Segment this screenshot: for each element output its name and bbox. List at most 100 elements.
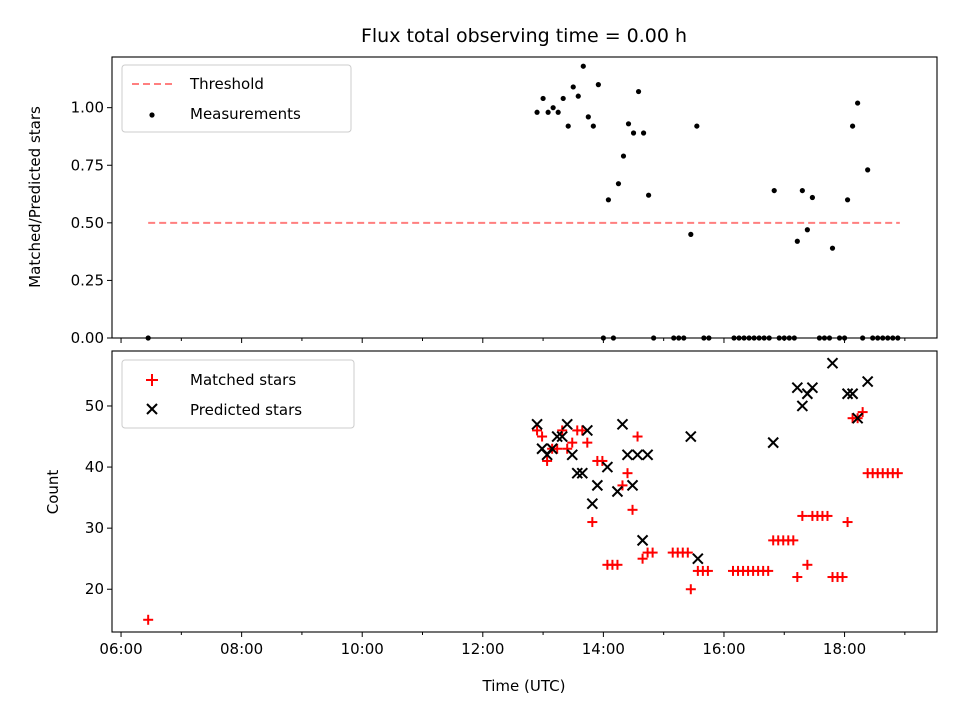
- matched-star-point: [617, 480, 628, 491]
- measurement-point: [620, 153, 627, 159]
- matched-star-point: [537, 431, 548, 442]
- measurement-point: [635, 88, 642, 95]
- bottom-y-tick-label: 30: [85, 519, 104, 537]
- legend-threshold-label: Threshold: [189, 75, 264, 93]
- matched-star-point: [702, 565, 713, 576]
- matched-star-point: [682, 547, 693, 558]
- bottom-legend: Matched stars Predicted stars: [121, 359, 355, 429]
- matched-star-point: [892, 468, 903, 479]
- measurement-point: [844, 197, 851, 203]
- predicted-star-point: [591, 479, 604, 492]
- measurement-point: [799, 187, 805, 194]
- measurement-point: [560, 95, 566, 102]
- top-y-tick-label: 1.00: [71, 99, 104, 117]
- bottom-x-tick-label: 10:00: [341, 640, 384, 658]
- predicted-star-point: [685, 430, 697, 443]
- matched-star-point: [542, 455, 553, 466]
- measurement-point: [694, 123, 700, 129]
- bottom-x-tick-label: 18:00: [823, 640, 866, 658]
- matched-star-point: [567, 437, 578, 448]
- predicted-star-point: [556, 430, 568, 443]
- matched-star-point: [587, 517, 598, 528]
- predicted-star-point: [531, 418, 543, 431]
- bottom-x-axis-label: Time (UTC): [482, 677, 566, 695]
- measurement-point: [534, 109, 540, 115]
- matched-star-point: [597, 455, 608, 466]
- measurement-point: [809, 194, 815, 201]
- matched-star-point: [582, 437, 593, 448]
- matched-star-point: [637, 553, 648, 564]
- matched-star-point: [802, 559, 813, 570]
- legend-predicted-swatch: [146, 403, 158, 415]
- matched-star-point: [792, 572, 803, 583]
- matched-star-point: [822, 510, 833, 521]
- predicted-star-point: [791, 381, 804, 394]
- top-chart-title: Flux total observing time = 0.00 h: [361, 25, 687, 47]
- matched-star-point: [788, 535, 799, 546]
- measurement-point: [804, 227, 810, 233]
- predicted-star-point: [571, 467, 583, 479]
- measurement-point: [771, 187, 777, 194]
- bottom-legend-box: [121, 359, 355, 429]
- predicted-star-point: [636, 534, 649, 547]
- measurement-point: [625, 121, 632, 127]
- measurement-point: [646, 192, 652, 198]
- measurement-point: [540, 95, 546, 102]
- bottom-plot-area: 20 30 40 50 06:00 08:00 10:00 12:00 14:00 16:00 18…: [85, 357, 906, 658]
- bottom-axes-frame: [111, 350, 938, 633]
- predicted-star-point: [641, 449, 654, 461]
- measurement-point: [555, 109, 561, 115]
- legend-measurements-swatch: [149, 112, 155, 118]
- top-axes-frame: [111, 56, 938, 339]
- matched-star-point: [647, 547, 658, 558]
- top-y-axis-label: Matched/Predicted stars: [26, 106, 44, 288]
- legend-predicted-label: Predicted stars: [190, 401, 302, 419]
- predicted-star-point: [851, 412, 864, 424]
- matched-star-point: [763, 565, 774, 576]
- predicted-star-point: [566, 449, 578, 461]
- measurement-point: [688, 231, 694, 237]
- matched-star-point: [797, 510, 808, 521]
- predicted-star-point: [796, 400, 809, 412]
- matched-star-point: [552, 443, 563, 454]
- bottom-x-tick-label: 08:00: [220, 640, 263, 658]
- measurement-point: [575, 93, 581, 99]
- matched-star-point: [612, 559, 623, 570]
- predicted-star-point: [846, 388, 859, 400]
- measurement-point: [565, 123, 571, 129]
- measurement-point: [605, 197, 612, 203]
- matched-star-point: [632, 431, 643, 442]
- matched-star-point: [837, 572, 848, 583]
- measurement-point: [590, 123, 596, 129]
- predicted-star-point: [692, 552, 704, 565]
- measurement-point: [630, 130, 637, 136]
- bottom-x-tick-label: 12:00: [461, 640, 504, 658]
- measurement-point: [550, 105, 556, 111]
- top-y-tick-label: 0.25: [71, 271, 104, 289]
- matched-star-point: [532, 425, 543, 436]
- bottom-y-tick-label: 20: [85, 580, 104, 598]
- predicted-star-point: [767, 436, 779, 449]
- predicted-star-point: [841, 388, 854, 400]
- top-y-tick-label: 0.75: [71, 156, 104, 174]
- bottom-y-tick-label: 50: [85, 397, 104, 415]
- predicted-star-point: [621, 449, 634, 461]
- matched-star-point: [857, 407, 868, 418]
- matched-star-point: [577, 425, 588, 436]
- measurement-point: [794, 238, 800, 244]
- predicted-star-point: [861, 375, 874, 388]
- measurement-point: [545, 109, 551, 115]
- matched-star-point: [562, 443, 573, 454]
- matched-star-point: [685, 584, 696, 595]
- predicted-star-point: [611, 485, 624, 498]
- bottom-panel: 20 30 40 50 06:00 08:00 10:00 12:00 14:00 16:00 18…: [44, 350, 938, 695]
- measurement-point: [615, 181, 622, 187]
- legend-measurements-label: Measurements: [190, 105, 301, 123]
- top-y-tick-label: 0.00: [71, 329, 104, 347]
- top-legend-box: [121, 64, 352, 133]
- top-panel: Flux total observing time = 0.00 h 0.00 0…: [26, 25, 938, 347]
- predicted-star-point: [561, 418, 573, 431]
- bottom-x-tick-label: 14:00: [582, 640, 625, 658]
- top-legend: Threshold Measurements: [121, 64, 352, 133]
- measurement-point: [570, 84, 576, 90]
